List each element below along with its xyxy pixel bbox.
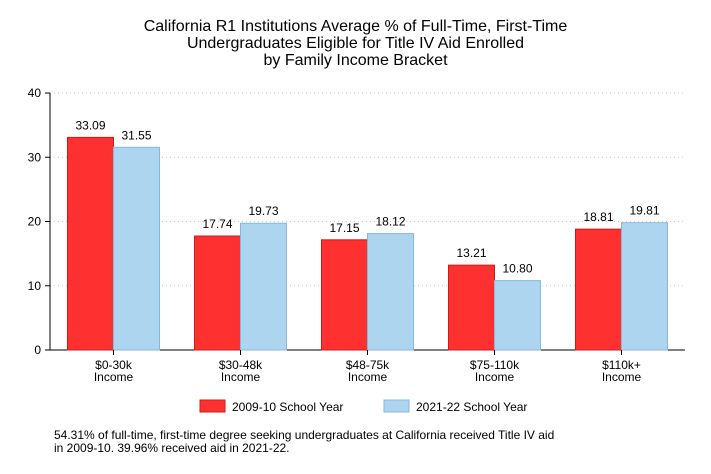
x-tick-label: $110k+ (602, 358, 641, 372)
legend-swatch (199, 399, 226, 413)
bar-value-label: 31.55 (121, 128, 151, 142)
bar (575, 228, 622, 351)
bar-value-label: 19.73 (248, 204, 278, 218)
legend-label: 2009-10 School Year (232, 400, 343, 414)
bar-value-label: 33.09 (75, 118, 105, 132)
x-tick-label: Income (475, 370, 515, 384)
footnote-line: 54.31% of full-time, first-time degree s… (54, 428, 555, 442)
bar-value-label: 18.81 (583, 210, 613, 224)
legend-label: 2021-22 School Year (416, 400, 527, 414)
chart-title: California R1 Institutions Average % of … (40, 18, 671, 69)
bar-value-label: 17.15 (329, 221, 359, 235)
y-tick-label: 0 (34, 343, 41, 357)
x-tick-label: Income (602, 370, 642, 384)
bar (321, 239, 368, 351)
x-tick-label: $30-48k (219, 358, 263, 372)
bar (448, 264, 495, 351)
x-tick-label: Income (348, 370, 388, 384)
bar (367, 233, 414, 351)
chart-footnote: 54.31% of full-time, first-time degree s… (54, 429, 654, 455)
bar (621, 222, 668, 351)
bar (494, 280, 541, 351)
x-tick-label: Income (94, 370, 134, 384)
y-tick-label: 10 (28, 279, 42, 293)
footnote-line: in 2009-10. 39.96% received aid in 2021-… (54, 441, 290, 455)
bar (113, 146, 160, 351)
bar-value-label: 10.80 (502, 262, 532, 276)
x-tick-label: $75-110k (470, 358, 520, 372)
y-tick-label: 20 (28, 215, 42, 229)
bar (67, 136, 114, 351)
x-tick-label: $48-75k (346, 358, 390, 372)
chart-title-line: California R1 Institutions Average % of … (143, 18, 568, 35)
y-tick-label: 30 (28, 150, 42, 164)
bar-value-label: 17.74 (202, 217, 232, 231)
chart-title-line: by Family Income Bracket (263, 52, 448, 69)
legend-swatch (383, 399, 410, 413)
bar-value-label: 19.81 (629, 204, 659, 218)
bar (240, 222, 287, 351)
y-tick-label: 40 (28, 86, 42, 100)
bar-value-label: 18.12 (375, 215, 405, 229)
bar (194, 235, 241, 351)
x-tick-label: $0-30k (95, 358, 133, 372)
bar-value-label: 13.21 (456, 246, 486, 260)
x-tick-label: Income (221, 370, 261, 384)
chart-title-line: Undergraduates Eligible for Title IV Aid… (186, 35, 525, 52)
